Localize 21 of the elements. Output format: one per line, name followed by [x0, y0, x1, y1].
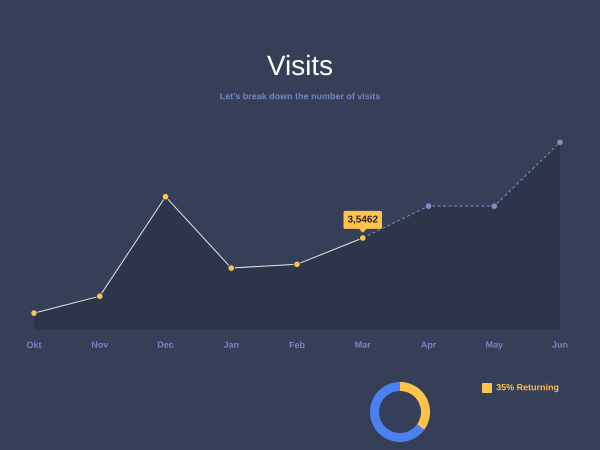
point: [228, 264, 235, 272]
x-tick-label: Jun: [552, 342, 568, 348]
x-tick-label: Okt: [26, 342, 42, 348]
point: [424, 202, 432, 210]
point: [30, 309, 38, 317]
point: [556, 138, 564, 146]
x-tick-label: Dec: [158, 342, 174, 348]
x-tick-label: Nov: [92, 342, 108, 348]
point: [96, 292, 104, 300]
chart-subtitle: Let’s break down the number of visits: [220, 92, 380, 100]
x-tick-label: Feb: [290, 342, 305, 348]
point: [293, 260, 301, 268]
x-tick-label: Jan: [224, 342, 238, 348]
x-tick-label: Mar: [355, 342, 371, 348]
annotation: 3,5462: [348, 216, 378, 224]
legend-label: 35% Returning: [496, 384, 558, 392]
x-tick-label: Apr: [421, 342, 436, 350]
point: [162, 193, 170, 200]
point: [490, 202, 498, 210]
chart-title: Visits: [267, 54, 332, 76]
x-tick-label: May: [486, 342, 503, 350]
